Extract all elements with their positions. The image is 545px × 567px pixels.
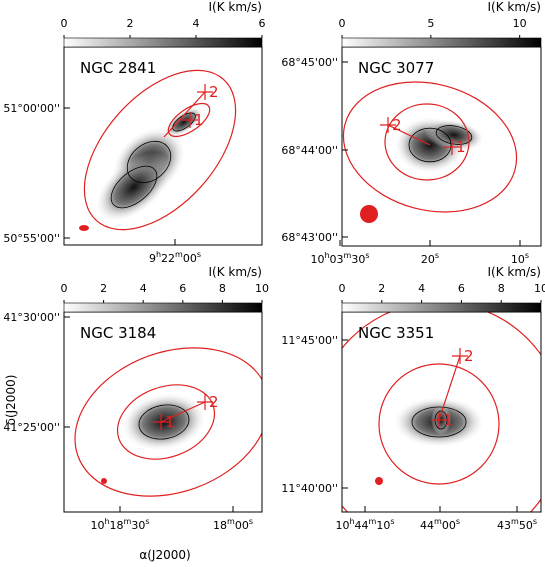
beam xyxy=(375,477,383,485)
offset-line xyxy=(438,355,461,421)
y-tick-label: 41°25'00'' xyxy=(3,421,60,434)
colorbar-tick-label: 2 xyxy=(378,282,385,295)
map xyxy=(74,347,262,497)
position-label: 1 xyxy=(194,111,204,129)
contour xyxy=(126,140,172,184)
colorbar-label: I(K km/s) xyxy=(208,265,262,279)
beam-ellipse xyxy=(378,363,500,485)
offset-line xyxy=(160,401,206,423)
colorbar-tick-label: 6 xyxy=(259,17,266,30)
offset-line xyxy=(387,124,431,146)
colorbar-tick-label: 8 xyxy=(219,282,226,295)
colorbar-tick-label: 4 xyxy=(193,17,200,30)
map xyxy=(342,81,518,223)
y-tick-label: 41°30'00'' xyxy=(3,311,60,324)
galaxy-name: NGC 3184 xyxy=(80,324,156,342)
x-tick-label: 20s xyxy=(421,251,439,266)
contour xyxy=(172,112,196,132)
beam xyxy=(101,478,107,484)
galaxy-name: NGC 3351 xyxy=(358,324,434,342)
beam xyxy=(360,205,378,223)
colorbar-tick-label: 0 xyxy=(61,17,68,30)
colorbar xyxy=(341,302,542,313)
colorbar xyxy=(63,302,263,313)
position-label: 2 xyxy=(464,347,474,365)
x-tick-label: 10s xyxy=(511,251,529,266)
contour xyxy=(138,404,190,440)
galaxy-name: NGC 2841 xyxy=(80,59,156,77)
position-label: 2 xyxy=(209,83,219,101)
position-label: 1 xyxy=(456,138,466,156)
position-cross xyxy=(182,112,198,128)
beam-ellipse xyxy=(167,102,211,138)
colorbar-label: I(K km/s) xyxy=(487,0,541,14)
colorbar-tick-label: 0 xyxy=(61,282,68,295)
y-tick-label: 50°55'00'' xyxy=(3,232,60,245)
position-cross xyxy=(452,348,468,364)
y-tick-label: 68°44'00'' xyxy=(281,144,338,157)
colorbar-tick-label: 2 xyxy=(100,282,107,295)
x-axis-title: α(J2000) xyxy=(139,548,190,562)
x-tick-label: 18m00s xyxy=(213,517,253,532)
beam xyxy=(79,225,89,231)
offset-line xyxy=(163,91,206,138)
y-axis-title: δ(J2000) xyxy=(4,375,18,426)
colorbar-tick-label: 6 xyxy=(458,282,465,295)
x-tick-label: 9h22m00s xyxy=(149,250,201,265)
x-tick-label: 10h18m30s xyxy=(90,517,149,532)
colorbar xyxy=(341,37,542,48)
position-cross xyxy=(153,414,169,430)
colorbar-tick-label: 10 xyxy=(534,282,545,295)
colorbar-tick-label: 4 xyxy=(418,282,425,295)
colorbar-tick-label: 0 xyxy=(339,282,346,295)
beam-ellipse xyxy=(74,347,262,497)
position-cross xyxy=(444,139,460,155)
y-tick-label: 68°45'00'' xyxy=(281,56,338,69)
position-cross xyxy=(380,117,396,133)
contour xyxy=(110,165,158,209)
beam-ellipse xyxy=(83,69,237,231)
galaxy-name: NGC 3077 xyxy=(358,59,434,77)
y-tick-label: 68°43'00'' xyxy=(281,231,338,244)
position-label: 1 xyxy=(165,413,175,431)
position-label: 2 xyxy=(209,393,219,411)
colorbar xyxy=(63,37,263,48)
position-label: 1 xyxy=(443,411,453,429)
emission xyxy=(95,152,173,222)
position-cross xyxy=(197,394,213,410)
map xyxy=(79,69,237,231)
map xyxy=(342,312,541,512)
colorbar-label: I(K km/s) xyxy=(208,0,262,14)
colorbar-tick-label: 2 xyxy=(127,17,134,30)
beam-ellipse xyxy=(384,103,470,181)
contour xyxy=(408,127,452,163)
beam-ellipse xyxy=(342,81,518,213)
colorbar-tick-label: 6 xyxy=(179,282,186,295)
x-tick-label: 43m50s xyxy=(497,517,537,532)
position-cross xyxy=(197,84,213,100)
y-tick-label: 11°45'00'' xyxy=(281,334,338,347)
x-tick-label: 10h44m10s xyxy=(335,517,394,532)
position-cross xyxy=(431,412,447,428)
beam-ellipse xyxy=(116,384,216,460)
emission xyxy=(165,106,203,138)
position-label: 2 xyxy=(392,116,402,134)
contour xyxy=(411,406,467,438)
colorbar-tick-label: 10 xyxy=(513,17,527,30)
x-tick-label: 44m00s xyxy=(420,517,460,532)
y-tick-label: 11°40'00'' xyxy=(281,482,338,495)
x-tick-label: 10h03m30s xyxy=(310,251,369,266)
colorbar-tick-label: 4 xyxy=(140,282,147,295)
y-tick-label: 51°00'00'' xyxy=(3,102,60,115)
colorbar-tick-label: 10 xyxy=(255,282,269,295)
colorbar-label: I(K km/s) xyxy=(487,265,541,279)
colorbar-tick-label: 5 xyxy=(427,17,434,30)
colorbar-tick-label: 0 xyxy=(339,17,346,30)
colorbar-tick-label: 8 xyxy=(498,282,505,295)
